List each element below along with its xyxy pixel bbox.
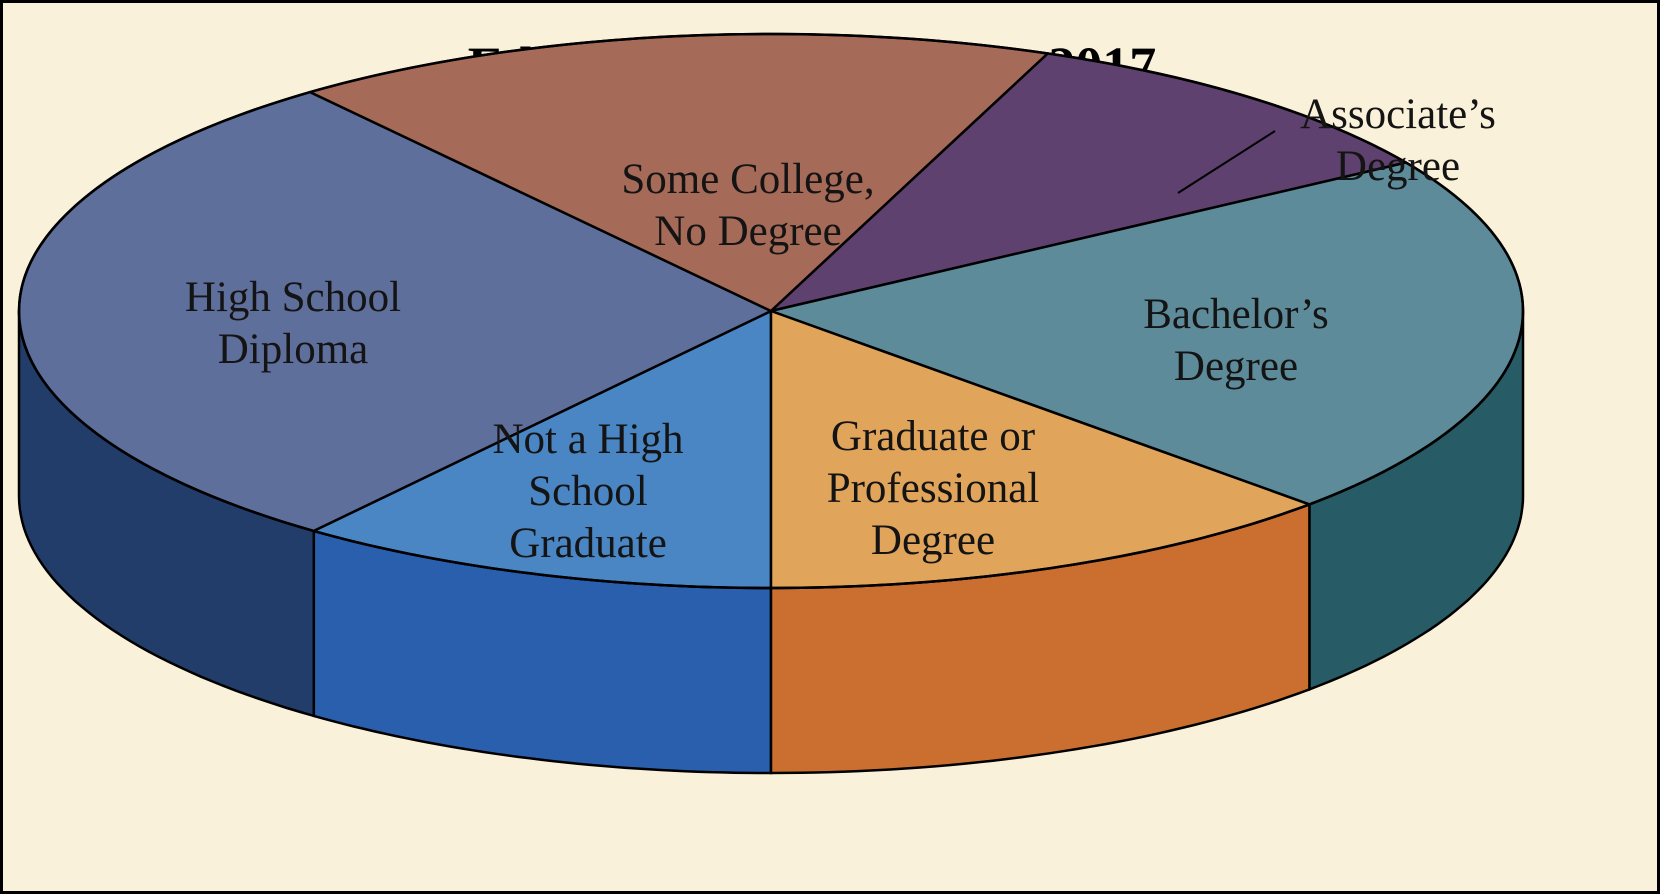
pie-label-3: Some College, No Degree [621, 156, 874, 255]
pie-label-4: Associate’s Degree [1300, 91, 1496, 190]
pie-label-2: High School Diploma [185, 274, 401, 373]
pie-label-1: Not a High School Graduate [492, 416, 683, 567]
pie-label-6: Graduate or Professional Degree [827, 413, 1040, 564]
pie-top-slices [17, 32, 1525, 590]
pie-leader-line-4 [1177, 130, 1276, 194]
pie-labels: Not a High School Graduate High School Diplo… [185, 91, 1496, 567]
pie-edges [17, 32, 1525, 590]
pie-chart: Not a High School Graduate High School Diplo… [17, 32, 1525, 775]
pie-label-5: Bachelor’s Degree [1143, 291, 1328, 390]
pie-rim [17, 32, 1525, 590]
